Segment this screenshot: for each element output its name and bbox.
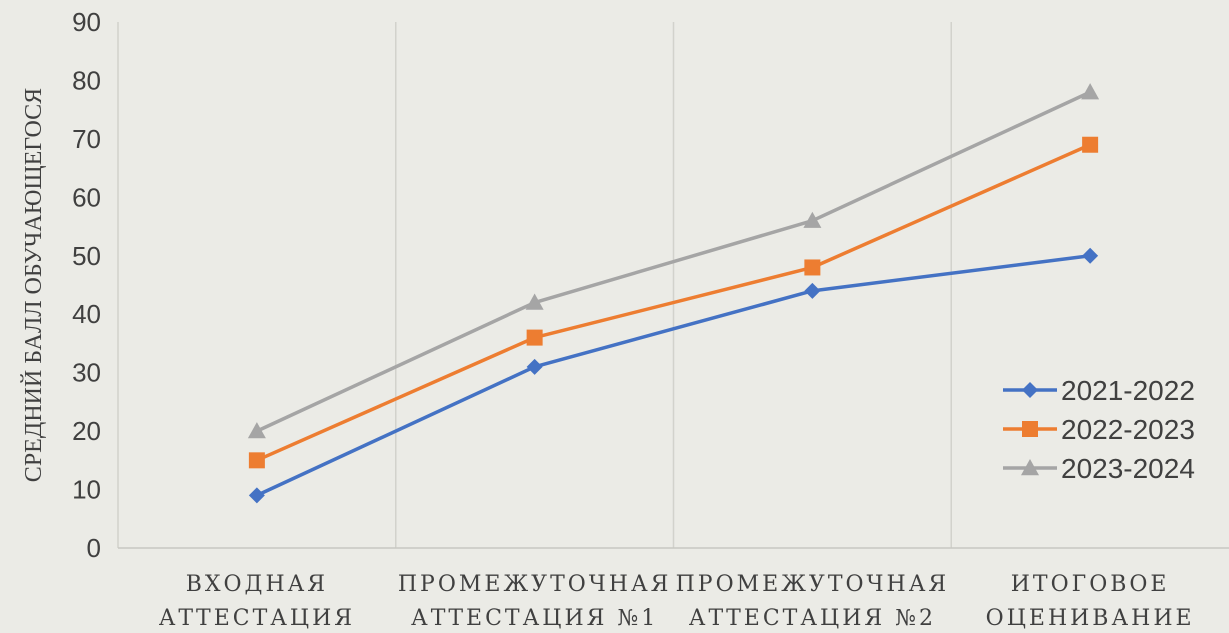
data-point-2023-2024 [803,211,822,228]
x-category-label: ПРОМЕЖУТОЧНАЯ [676,572,950,597]
series-line-2022-2023 [255,142,1092,463]
y-tick-label: 70 [72,124,101,154]
y-tick-label: 80 [72,65,101,95]
x-category-label: ВХОДНАЯ [186,572,328,597]
x-category-label: АТТЕСТАЦИЯ №2 [689,606,936,631]
y-tick-label: 60 [72,182,101,212]
series-line-2021-2022 [255,254,1092,498]
legend-marker [1022,382,1038,398]
x-category-label: ОЦЕНИВАНИЕ [986,606,1195,631]
y-tick-label: 30 [72,358,101,388]
y-tick-label: 50 [72,241,101,271]
y-tick-label: 10 [72,475,101,505]
data-point-2022-2023 [248,452,265,469]
y-tick-label: 20 [72,416,101,446]
legend-marker [1022,421,1038,437]
y-tick-label: 90 [72,7,101,37]
data-point-2022-2023 [804,259,821,276]
y-axis-title: СРЕДНИЙ БАЛЛ ОБУЧАЮЩЕГОСЯ [21,88,47,482]
legend-label: 2023-2024 [1061,453,1195,484]
x-category-label: АТТЕСТАЦИЯ №1 [411,606,658,631]
legend-label: 2021-2022 [1061,375,1195,406]
data-point-2023-2024 [1081,83,1100,100]
x-category-label: АТТЕСТАЦИЯ [159,606,355,631]
data-point-2021-2022 [526,358,543,375]
data-point-2022-2023 [1082,136,1099,153]
y-tick-label: 0 [87,533,101,563]
data-point-2023-2024 [525,293,544,310]
data-point-2023-2024 [247,422,266,439]
data-point-2021-2022 [248,487,265,504]
series-line-2023-2024 [255,90,1092,433]
x-category-label: ИТОГОВОЕ [1011,572,1170,597]
legend-label: 2022-2023 [1061,414,1195,445]
legend-marker [1021,459,1039,476]
data-point-2021-2022 [1082,247,1099,264]
x-category-label: ПРОМЕЖУТОЧНАЯ [398,572,672,597]
y-tick-label: 40 [72,299,101,329]
data-point-2021-2022 [804,282,821,299]
data-point-2022-2023 [526,329,543,346]
